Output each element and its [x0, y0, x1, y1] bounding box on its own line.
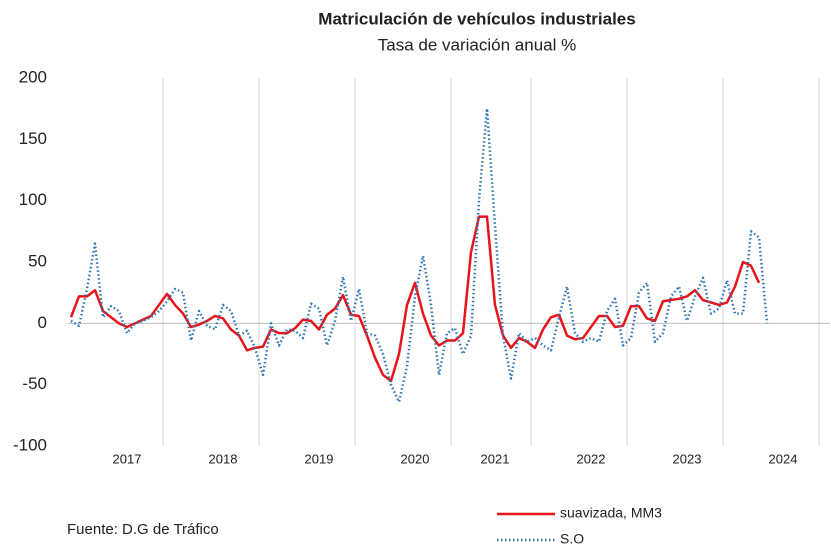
chart-title: Matriculación de vehículos industriales — [318, 9, 635, 28]
legend-label: suavizada, MM3 — [560, 505, 662, 521]
y-tick-label: 200 — [19, 67, 47, 86]
y-tick-label: 50 — [28, 251, 47, 270]
x-tick-label: 2019 — [305, 451, 334, 466]
legend-label: S.O — [560, 531, 584, 544]
x-tick-label: 2024 — [769, 451, 798, 466]
y-tick-label: -50 — [22, 374, 47, 393]
y-tick-label: 100 — [19, 190, 47, 209]
chart-subtitle: Tasa de variación anual % — [378, 35, 576, 54]
series-line — [70, 107, 769, 404]
x-tick-label: 2021 — [481, 451, 510, 466]
series-line — [69, 215, 761, 383]
y-tick-label: 0 — [38, 313, 47, 332]
x-tick-label: 2023 — [673, 451, 702, 466]
x-tick-label: 2018 — [209, 451, 238, 466]
x-tick-label: 2017 — [113, 451, 142, 466]
source-note: Fuente: D.G de Tráfico — [67, 521, 219, 538]
y-tick-label: -100 — [13, 435, 47, 454]
x-tick-label: 2020 — [401, 451, 430, 466]
y-tick-label: 150 — [19, 129, 47, 148]
x-tick-label: 2022 — [577, 451, 606, 466]
